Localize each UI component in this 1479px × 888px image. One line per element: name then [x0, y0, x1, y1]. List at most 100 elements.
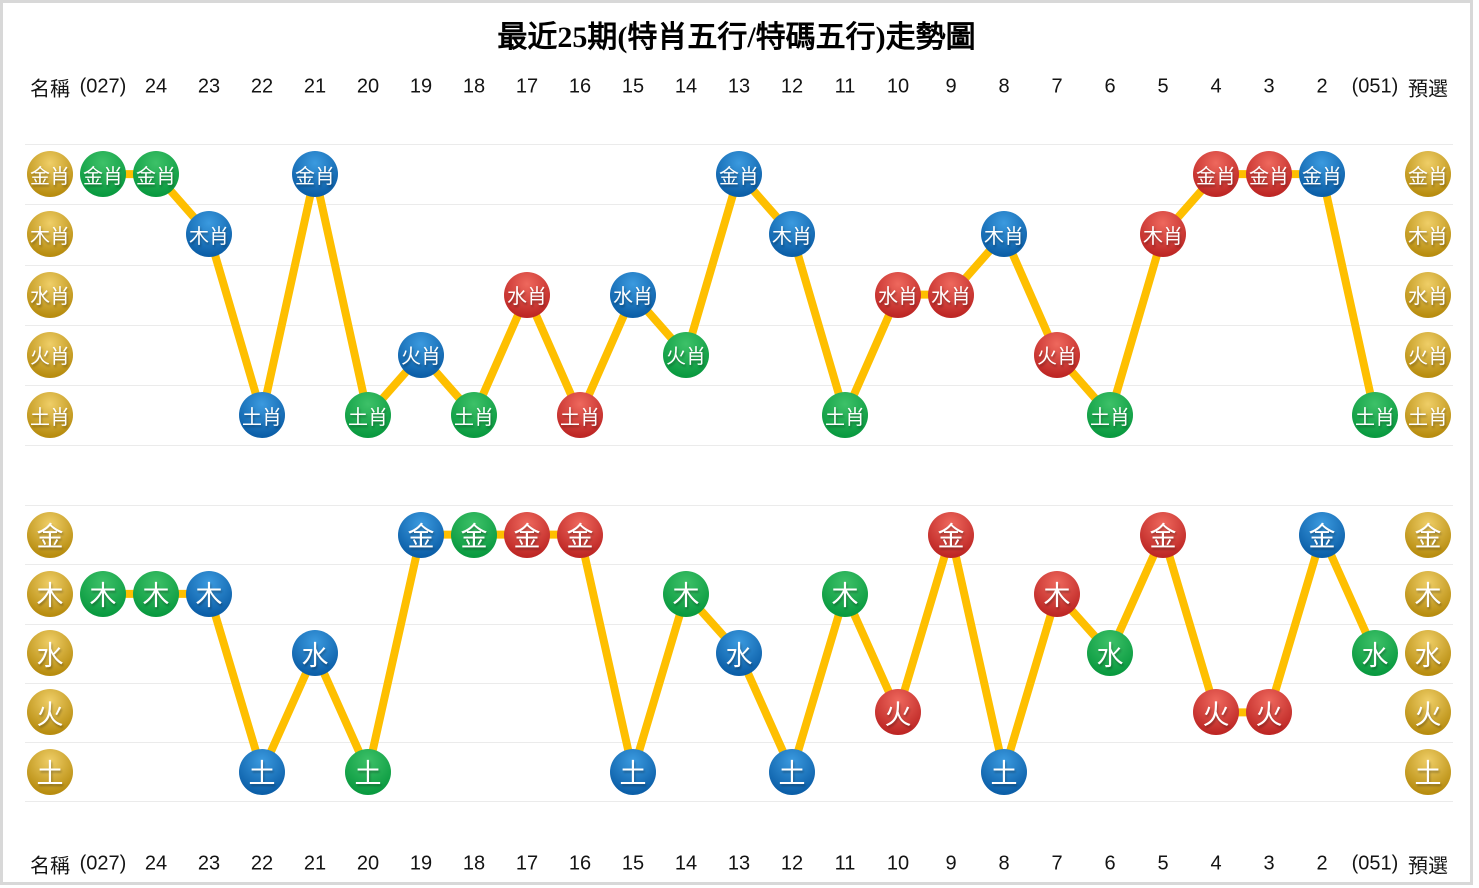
data-point: 金肖	[133, 151, 179, 198]
data-point: 木肖	[1140, 211, 1186, 258]
column-label: 2	[1316, 852, 1328, 875]
row-label-left: 水	[27, 630, 73, 677]
column-label: 5	[1157, 75, 1169, 98]
column-label: 12	[780, 852, 804, 875]
data-point: 火	[875, 689, 921, 736]
data-point: 土	[239, 748, 285, 795]
column-label: 預選	[1408, 78, 1448, 101]
column-label: 4	[1210, 852, 1222, 875]
data-point: 金	[557, 511, 603, 558]
column-label: 13	[727, 75, 751, 98]
data-point: 金肖	[1246, 151, 1292, 198]
column-label: 3	[1263, 852, 1275, 875]
column-label: (027)	[79, 852, 127, 875]
data-point: 木	[1034, 570, 1080, 617]
row-label-right: 土	[1405, 748, 1451, 795]
column-label: 10	[886, 852, 910, 875]
column-label: 名稱	[30, 855, 70, 878]
row-label-left: 木	[27, 570, 73, 617]
column-label: 3	[1263, 75, 1275, 98]
data-point: 木肖	[981, 211, 1027, 258]
data-point: 木肖	[186, 211, 232, 258]
data-point: 金	[451, 511, 497, 558]
column-label: 8	[998, 75, 1010, 98]
data-point: 土肖	[451, 392, 497, 439]
column-label: 16	[568, 75, 592, 98]
column-label: 17	[515, 75, 539, 98]
column-label: 14	[674, 852, 698, 875]
column-label: (051)	[1351, 852, 1399, 875]
data-point: 土	[345, 748, 391, 795]
column-label: 21	[303, 75, 327, 98]
column-label: 名稱	[30, 78, 70, 101]
data-point: 金肖	[292, 151, 338, 198]
column-label: 15	[621, 852, 645, 875]
grid-line	[25, 742, 1453, 743]
row-label-left: 金	[27, 511, 73, 558]
data-point: 木	[663, 570, 709, 617]
data-point: 土肖	[239, 392, 285, 439]
row-label-right: 金肖	[1405, 151, 1451, 198]
column-label: 22	[250, 852, 274, 875]
data-point: 水	[1087, 630, 1133, 677]
column-label: 14	[674, 75, 698, 98]
column-label: 7	[1051, 852, 1063, 875]
grid-line	[25, 505, 1453, 506]
row-label-right: 水	[1405, 630, 1451, 677]
data-point: 金	[1140, 511, 1186, 558]
grid-line	[25, 204, 1453, 205]
data-point: 金肖	[1299, 151, 1345, 198]
data-point: 土肖	[1352, 392, 1398, 439]
data-point: 水肖	[928, 271, 974, 318]
row-label-left: 土	[27, 748, 73, 795]
column-label: 6	[1104, 852, 1116, 875]
column-label: 23	[197, 852, 221, 875]
row-label-left: 水肖	[27, 271, 73, 318]
column-label: 23	[197, 75, 221, 98]
column-label: 2	[1316, 75, 1328, 98]
row-label-left: 木肖	[27, 211, 73, 258]
data-point: 土肖	[557, 392, 603, 439]
data-point: 水肖	[610, 271, 656, 318]
data-point: 水	[1352, 630, 1398, 677]
row-label-right: 土肖	[1405, 392, 1451, 439]
column-label: 15	[621, 75, 645, 98]
grid-line	[25, 801, 1453, 802]
row-label-right: 金	[1405, 511, 1451, 558]
data-point: 木	[80, 570, 126, 617]
data-point: 土	[610, 748, 656, 795]
column-label: 18	[462, 75, 486, 98]
column-label: 22	[250, 75, 274, 98]
column-label: 18	[462, 852, 486, 875]
row-label-right: 木肖	[1405, 211, 1451, 258]
data-point: 水肖	[504, 271, 550, 318]
column-label: 21	[303, 852, 327, 875]
grid-line	[25, 564, 1453, 565]
row-label-left: 土肖	[27, 392, 73, 439]
grid-line	[25, 144, 1453, 145]
column-label: 20	[356, 852, 380, 875]
data-point: 金肖	[80, 151, 126, 198]
row-label-right: 火	[1405, 689, 1451, 736]
data-point: 水	[292, 630, 338, 677]
column-label: 11	[834, 75, 856, 98]
grid-line	[25, 683, 1453, 684]
data-point: 木	[186, 570, 232, 617]
column-label: 12	[780, 75, 804, 98]
grid-line	[25, 624, 1453, 625]
data-point: 金	[1299, 511, 1345, 558]
row-label-left: 金肖	[27, 151, 73, 198]
data-point: 木	[133, 570, 179, 617]
column-label: 9	[945, 75, 957, 98]
column-label: 11	[834, 852, 856, 875]
data-point: 火肖	[1034, 331, 1080, 378]
column-label: 24	[144, 852, 168, 875]
column-label: 7	[1051, 75, 1063, 98]
data-point: 木	[822, 570, 868, 617]
page-title: 最近25期(特肖五行/特碼五行)走勢圖	[497, 21, 976, 54]
column-label: 17	[515, 852, 539, 875]
data-point: 木肖	[769, 211, 815, 258]
